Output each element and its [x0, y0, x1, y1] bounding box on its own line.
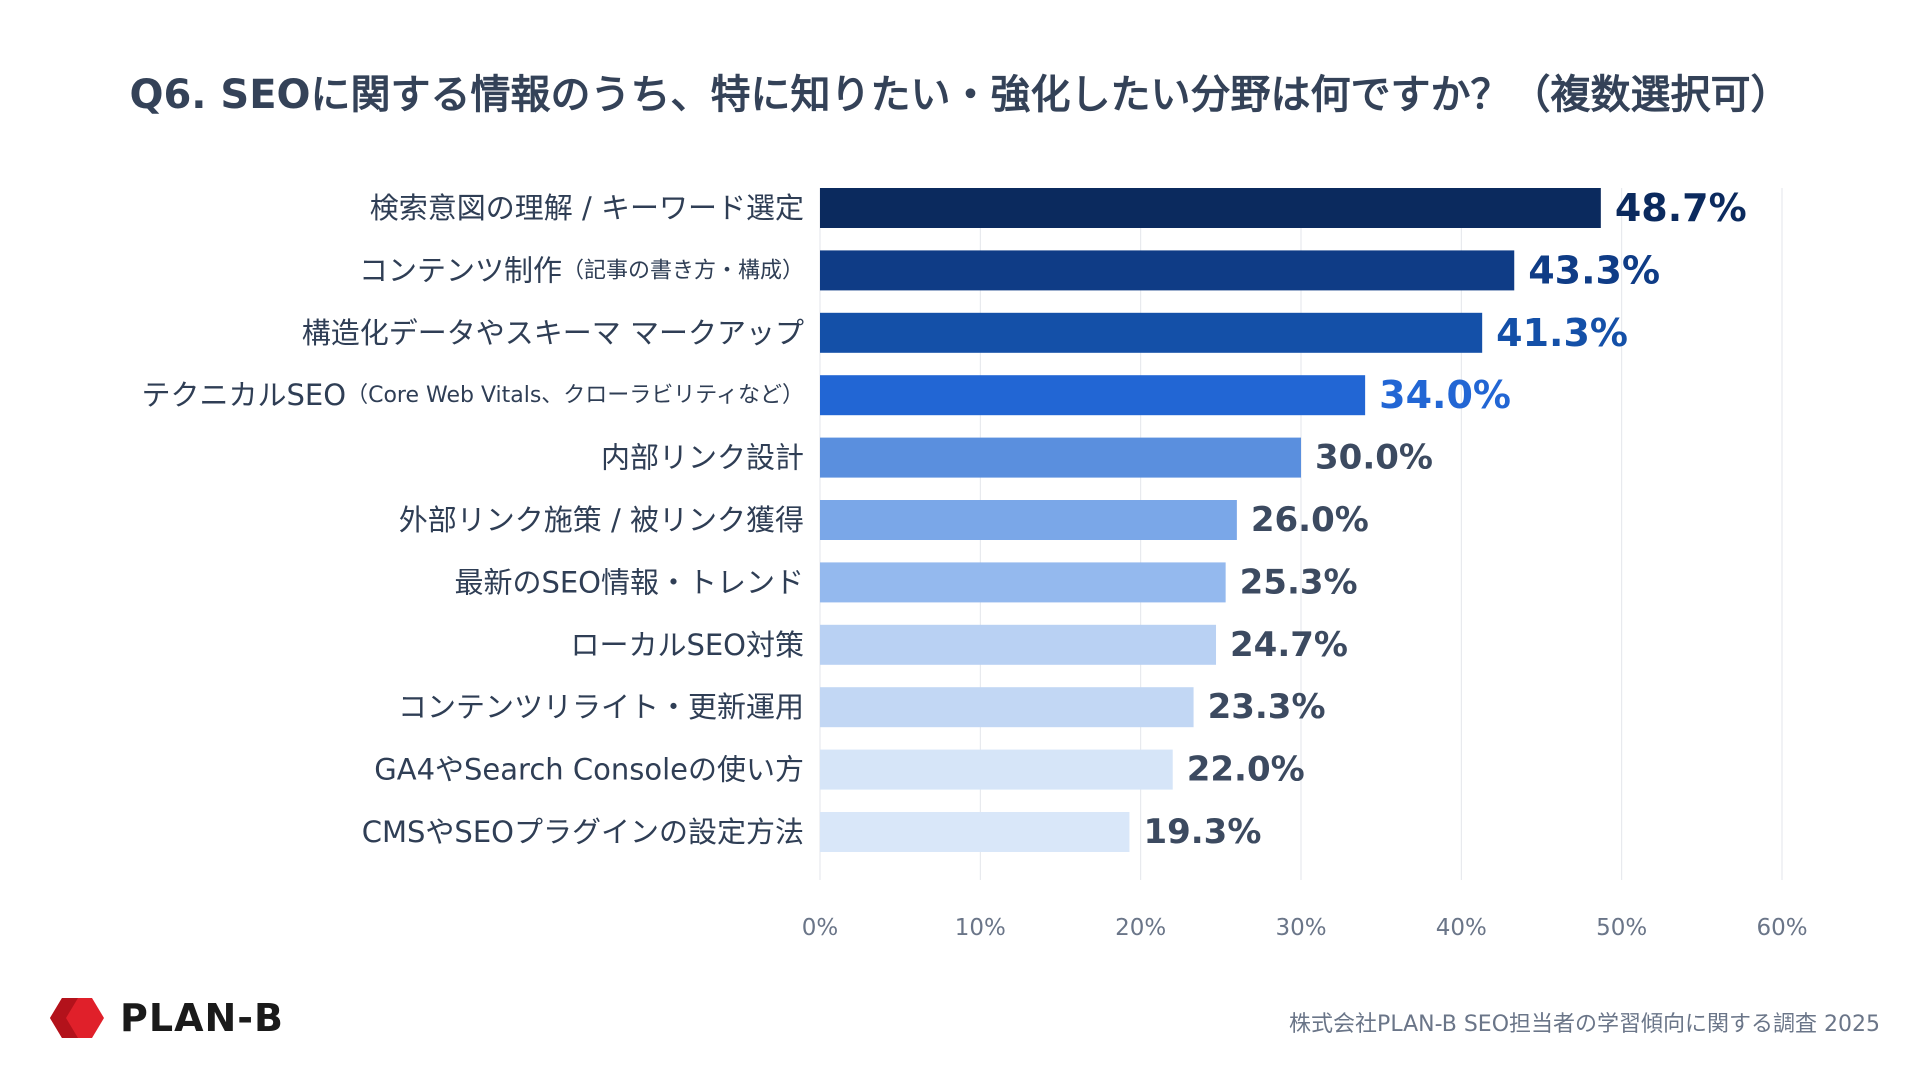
source-note: 株式会社PLAN-B SEO担当者の学習傾向に関する調査 2025 — [1289, 1012, 1880, 1037]
bar — [820, 188, 1601, 228]
category-label: GA4やSearch Consoleの使い方 — [374, 753, 804, 787]
category-label: コンテンツリライト・更新運用 — [398, 690, 804, 724]
plan-b-logo-icon — [50, 998, 104, 1038]
category-label-main: 構造化データやスキーマ マークアップ — [302, 316, 804, 350]
bar — [820, 500, 1237, 540]
category-label-main: ローカルSEO対策 — [570, 628, 804, 662]
category-label: CMSやSEOプラグインの設定方法 — [362, 815, 804, 849]
category-label-main: 最新のSEO情報・トレンド — [454, 565, 804, 599]
category-label: ローカルSEO対策 — [570, 628, 804, 662]
brand-logo: PLAN-B — [48, 996, 284, 1040]
category-label: 内部リンク設計 — [601, 441, 804, 475]
category-label: 外部リンク施策 / 被リンク獲得 — [399, 503, 804, 537]
x-tick-label: 60% — [1756, 915, 1807, 941]
bar — [820, 812, 1130, 852]
bar-chart: 0% 10% 20% 30% 40% 50% 60% 48.7% 検索意図の理解 / キーワード… — [142, 186, 1808, 941]
bar-value-label: 41.3% — [1496, 311, 1628, 355]
bar — [820, 437, 1301, 478]
category-label: コンテンツ制作（記事の書き方・構成） — [359, 253, 804, 287]
category-label-main: コンテンツ制作 — [359, 253, 562, 287]
category-label-main: 内部リンク設計 — [601, 441, 804, 475]
bar-value-label: 24.7% — [1230, 625, 1348, 665]
bar-value-label: 25.3% — [1240, 562, 1358, 602]
category-label-main: CMSやSEOプラグインの設定方法 — [362, 815, 804, 849]
category-label: 最新のSEO情報・トレンド — [454, 565, 804, 599]
chart-title: Q6. SEOに関する情報のうち、特に知りたい・強化したい分野は何ですか？（複数… — [129, 72, 1791, 118]
bar-value-label: 23.3% — [1208, 687, 1326, 727]
category-label-main: 検索意図の理解 / キーワード選定 — [370, 191, 804, 225]
bar-value-label: 19.3% — [1143, 812, 1261, 852]
bar — [820, 250, 1515, 291]
category-label: 構造化データやスキーマ マークアップ — [302, 316, 804, 350]
bar — [820, 749, 1173, 790]
bar-value-label: 26.0% — [1251, 500, 1369, 540]
category-label-sub: （記事の書き方・構成） — [562, 258, 804, 283]
x-tick-label: 10% — [955, 915, 1006, 941]
category-label-main: 外部リンク施策 / 被リンク獲得 — [399, 503, 804, 537]
bar — [820, 562, 1226, 603]
x-tick-label: 20% — [1115, 915, 1166, 941]
bar-value-label: 30.0% — [1315, 438, 1433, 478]
bar-value-label: 43.3% — [1528, 248, 1660, 292]
bar — [820, 375, 1366, 416]
category-label: テクニカルSEO（Core Web Vitals、クローラビリティなど） — [142, 378, 804, 412]
category-label-main: テクニカルSEO — [142, 378, 347, 412]
bar — [820, 624, 1217, 665]
bar-value-label: 22.0% — [1187, 750, 1305, 790]
x-tick-label: 0% — [802, 915, 839, 941]
bar-value-label: 34.0% — [1379, 373, 1511, 417]
bar — [820, 687, 1194, 728]
category-label: 検索意図の理解 / キーワード選定 — [370, 191, 804, 225]
bar-value-label: 48.7% — [1615, 186, 1747, 230]
category-label-main: コンテンツリライト・更新運用 — [398, 690, 804, 724]
bar — [820, 312, 1483, 353]
x-tick-label: 50% — [1596, 915, 1647, 941]
x-tick-label: 30% — [1275, 915, 1326, 941]
category-label-sub: （Core Web Vitals、クローラビリティなど） — [346, 383, 804, 408]
category-label-main: GA4やSearch Consoleの使い方 — [374, 753, 804, 787]
x-tick-label: 40% — [1436, 915, 1487, 941]
logo-text: PLAN-B — [120, 996, 285, 1040]
